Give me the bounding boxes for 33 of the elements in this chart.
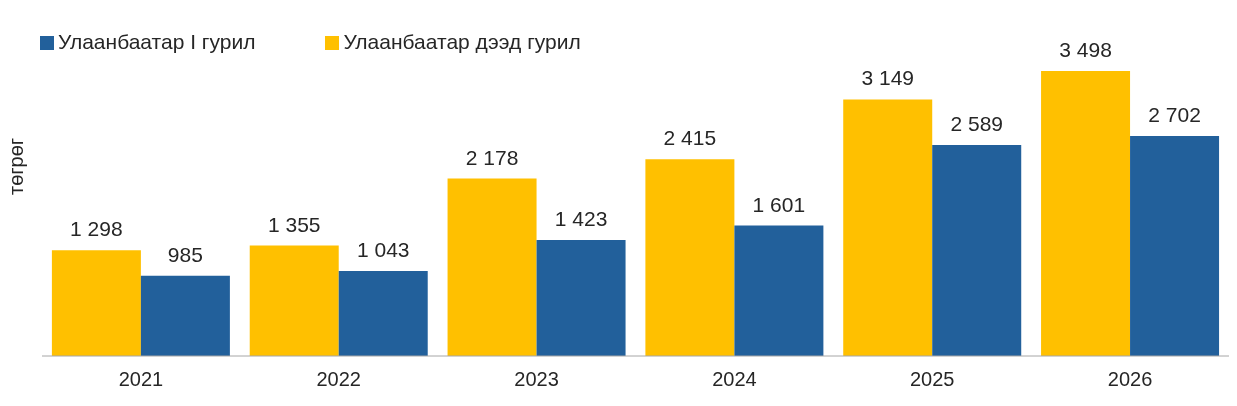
data-label: 2 702 bbox=[1148, 102, 1201, 126]
bar bbox=[932, 145, 1022, 356]
data-label: 1 355 bbox=[267, 212, 321, 236]
bar bbox=[843, 99, 933, 356]
bar bbox=[338, 271, 428, 356]
data-label: 2 415 bbox=[663, 126, 717, 150]
data-label: 3 149 bbox=[861, 66, 915, 90]
data-label: 1 423 bbox=[554, 207, 608, 231]
bar bbox=[249, 245, 339, 356]
data-label: 1 601 bbox=[752, 192, 806, 216]
bar bbox=[140, 275, 230, 356]
data-label: 3 498 bbox=[1059, 38, 1112, 62]
x-tick-label: 2022 bbox=[316, 368, 361, 391]
data-label: 1 298 bbox=[70, 217, 123, 241]
data-label: 1 043 bbox=[356, 238, 410, 262]
legend-label: Улаанбаатар I гурил bbox=[58, 30, 256, 53]
data-label: 2 178 bbox=[465, 145, 519, 169]
bar bbox=[1130, 135, 1220, 356]
legend-label: Улаанбаатар дээд гурил bbox=[343, 30, 581, 53]
data-label: 985 bbox=[167, 242, 203, 266]
y-axis-title: төгрөг bbox=[5, 137, 28, 195]
bar bbox=[1041, 71, 1131, 356]
x-tick-label: 2024 bbox=[712, 368, 757, 391]
bar bbox=[734, 225, 824, 356]
data-label: 2 589 bbox=[950, 112, 1004, 136]
bar bbox=[536, 240, 626, 356]
bar bbox=[51, 250, 141, 356]
x-tick-label: 2026 bbox=[1107, 368, 1153, 391]
x-tick-label: 2025 bbox=[910, 368, 955, 391]
x-tick-label: 2021 bbox=[118, 368, 164, 391]
x-tick-label: 2023 bbox=[514, 368, 559, 391]
bar bbox=[645, 159, 735, 356]
bar bbox=[447, 178, 537, 356]
